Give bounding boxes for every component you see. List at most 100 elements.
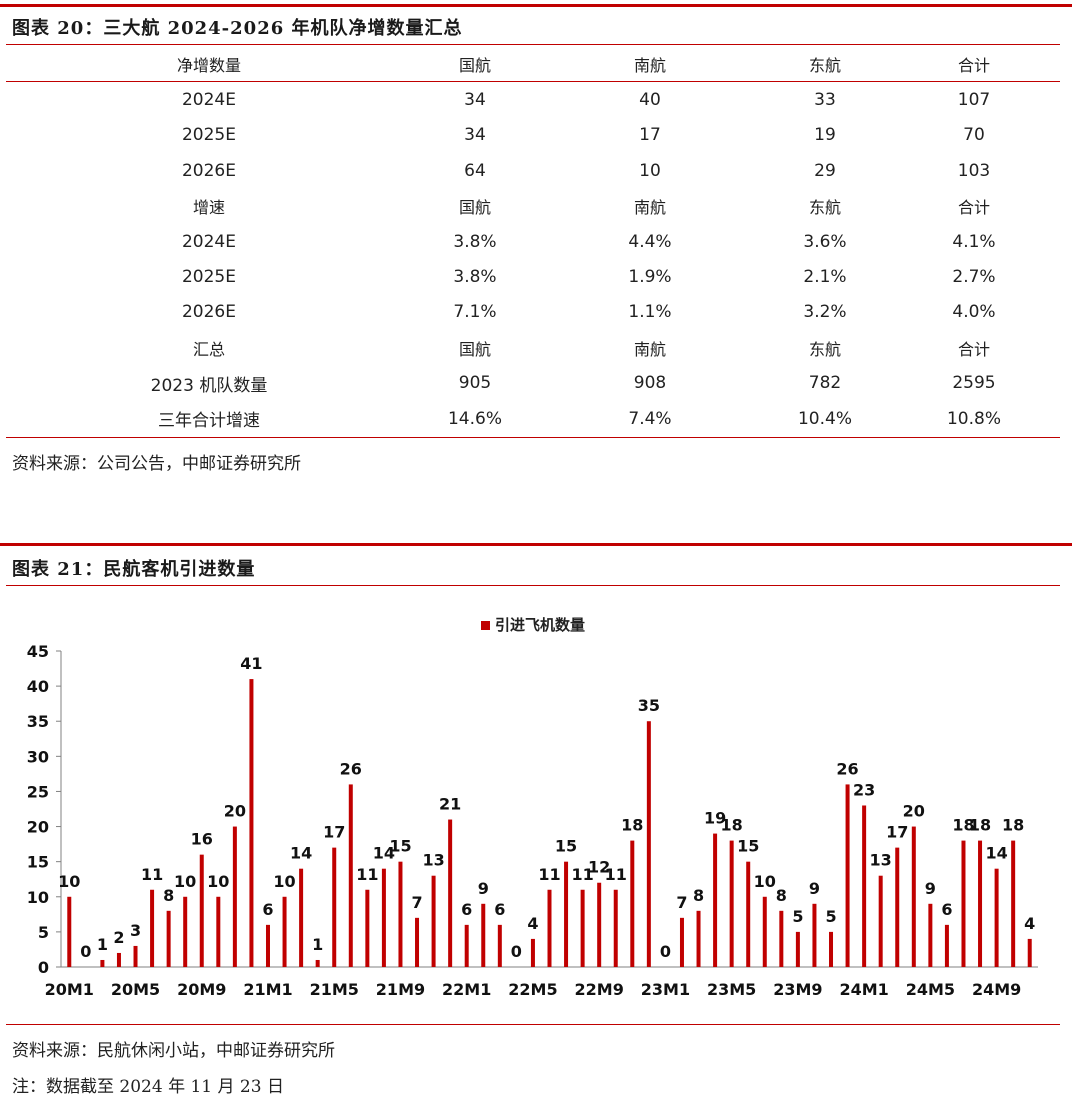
bar [911,826,916,967]
bar [928,903,933,967]
table-cell: 4.0% [952,302,996,323]
data-label: 18 [969,816,991,835]
data-label: 11 [356,865,378,884]
bar [762,896,767,967]
table-cell: 合计 [957,339,990,359]
data-label: 6 [941,900,952,919]
table-cell: 东航 [808,339,841,359]
row-label-cell: 汇总 [192,339,225,359]
data-label: 18 [621,816,643,835]
table-row: 三年合计增速 14.6% 7.4% 10.4% 10.8% [6,401,1060,436]
bar [613,889,618,967]
y-tick-label: 40 [27,677,49,696]
data-label: 14 [985,844,1007,863]
x-tick-label: 24M1 [839,980,888,999]
data-label: 10 [174,872,196,891]
data-label: 11 [605,865,627,884]
bar [183,896,188,967]
data-label: 17 [323,823,345,842]
bar [564,861,569,967]
bar [1027,938,1032,967]
data-label: 19 [704,809,726,828]
data-label: 15 [389,837,411,856]
bar [133,945,138,967]
table-cell: 19 [814,125,836,146]
bar [398,861,403,967]
table-cell: 东航 [762,46,888,83]
table-cell: 10 [639,160,661,181]
data-label: 26 [340,759,362,778]
table-cell: 3.6% [803,231,847,252]
row-label-cell: 2025E [181,125,236,146]
figure20-title: 图表 20：三大航 2024-2026 年机队净增数量汇总 [12,18,463,39]
data-label: 18 [1002,816,1024,835]
data-label: 8 [776,886,787,905]
row-label-cell: 2023 机队数量 [150,375,268,396]
bar [812,903,817,967]
bar [878,875,883,967]
bar [464,924,469,967]
figure21-bottom-rule [6,1024,1060,1025]
table-cell: 40 [639,90,661,111]
data-label: 15 [555,837,577,856]
table-cell: 南航 [633,198,666,218]
data-label: 15 [737,837,759,856]
bar [497,924,502,967]
x-tick-label: 20M9 [177,980,226,999]
data-label: 10 [207,872,229,891]
data-label: 16 [191,830,213,849]
legend-label: 引进飞机数量 [495,616,585,634]
x-tick-label: 20M5 [111,980,160,999]
bar [199,854,204,967]
table-cell: 1.1% [628,302,672,323]
bar [150,889,155,967]
row-label-cell: 三年合计增速 [158,411,260,432]
fleet-table-body: 净增数量 国航 南航 东航 合计 2024E 34 40 33 107 2025E 34 17 19 70 2… [6,46,1060,436]
bar [216,896,221,967]
figure21-source: 资料来源：民航休闲小站，中邮证券研究所 [12,1041,335,1061]
bar [232,826,237,967]
table-cell: 908 [633,373,667,394]
y-tick-label: 10 [27,888,49,907]
bar [116,952,121,967]
table-cell: 64 [464,160,486,181]
data-label: 20 [224,802,246,821]
row-label-cell: 净增数量 [6,46,412,83]
data-label: 10 [754,872,776,891]
table-row: 2026E 7.1% 1.1% 3.2% 4.0% [6,295,1060,330]
bar [895,847,900,967]
data-label: 6 [494,900,505,919]
table-cell: 2595 [952,373,996,394]
y-tick-label: 15 [27,853,49,872]
table-cell: 3.8% [453,231,497,252]
data-label: 8 [163,886,174,905]
table-cell: 合计 [888,46,1060,83]
data-label: 5 [825,907,836,926]
y-tick-label: 5 [38,923,49,942]
table-cell: 2.1% [803,267,847,288]
x-tick-label: 23M1 [641,980,690,999]
data-label: 9 [925,879,936,898]
table-cell: 33 [814,90,836,111]
x-tick-label: 23M5 [707,980,756,999]
data-label: 1 [97,935,108,954]
figure20-bottom-rule [6,437,1060,438]
bar [1011,840,1016,967]
data-label: 0 [660,942,671,961]
data-label: 7 [676,893,687,912]
table-cell: 2.7% [952,267,996,288]
bar [580,889,585,967]
table-cell: 7.4% [628,408,672,429]
figure21-header-rule [6,585,1060,586]
bar [166,910,171,967]
y-tick-label: 25 [27,782,49,801]
bar [100,959,105,967]
x-tick-label: 21M1 [243,980,292,999]
table-cell: 4.1% [952,231,996,252]
bar [630,840,635,967]
table-row: 增速 国航 南航 东航 合计 [6,189,1060,224]
table-row: 净增数量 国航 南航 东航 合计 [6,46,1060,83]
y-tick-label: 0 [38,958,49,977]
data-label: 8 [693,886,704,905]
table-cell: 南航 [538,46,762,83]
